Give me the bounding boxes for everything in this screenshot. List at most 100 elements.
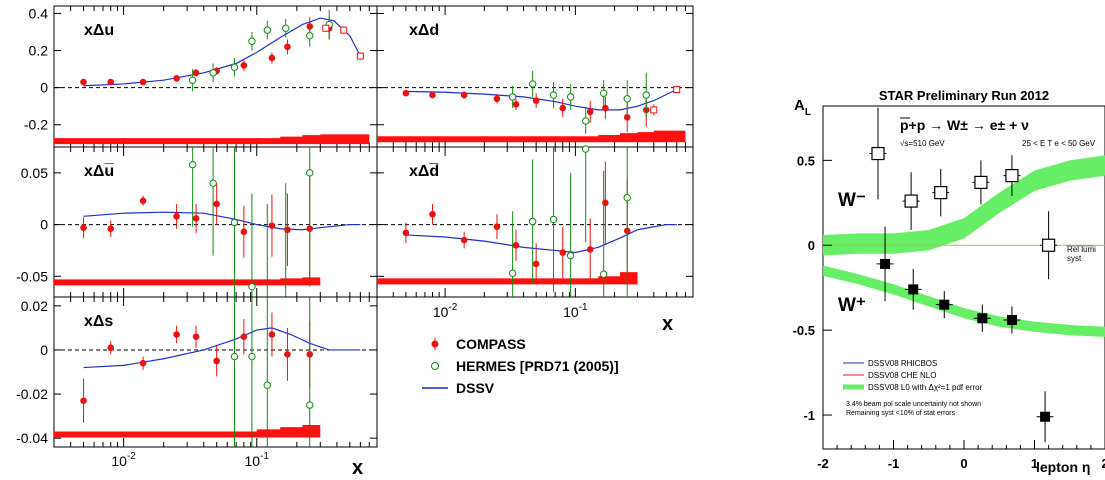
dssv-curve xyxy=(405,88,677,111)
hermes-point xyxy=(581,117,590,125)
dssv-curve xyxy=(83,327,361,369)
compass-point xyxy=(586,246,594,253)
x-tick-label: 10-1 xyxy=(245,451,270,469)
y-tick-label: -0.2 xyxy=(24,117,48,133)
wminus-point xyxy=(974,175,988,190)
panel-xds: 0.02 0 -0.02 -0.04 xΔs xyxy=(16,296,378,448)
compass-point xyxy=(512,101,520,108)
square-point xyxy=(356,52,364,60)
y-tick-label: -0.04 xyxy=(16,430,48,446)
y-tick-label: -1 xyxy=(803,408,815,423)
x-tick-label: -1 xyxy=(888,456,900,471)
syst-note: Remaining syst <10% of stat errors xyxy=(846,410,956,417)
hermes-point xyxy=(188,76,197,84)
rel-lumi-label: Rel lumi xyxy=(1067,245,1096,254)
hermes-point xyxy=(599,89,608,97)
star-y-label: AL xyxy=(794,97,811,118)
compass-point xyxy=(80,397,87,404)
compass-point xyxy=(429,91,436,99)
hermes-point xyxy=(549,91,558,99)
star-figure: -2 -1 0 1 2 0.5 0 -0.5 -1 STAR Preliminary Run 20… xyxy=(793,88,1105,475)
compass-point xyxy=(107,344,115,352)
x-axis-label: x xyxy=(662,313,673,335)
pol-note: 3.4% beam pol scale uncertainty not show… xyxy=(846,401,981,408)
y-label-main: A xyxy=(794,97,805,114)
hermes-point xyxy=(306,401,314,409)
hermes-point xyxy=(306,169,314,177)
compass-point xyxy=(268,54,276,62)
hermes-point xyxy=(282,24,290,32)
panel-xdubar: 0.05 0 -0.05 xΔu̅ xyxy=(16,146,378,298)
compass-point xyxy=(107,78,115,86)
compass-point xyxy=(559,104,567,112)
compass-point xyxy=(493,223,501,230)
hermes-point xyxy=(248,282,256,291)
y-tick-label: 0 xyxy=(40,217,48,233)
square-point xyxy=(340,26,348,34)
compass-point xyxy=(80,224,87,231)
star-legend-label: DSSV08 RHICBOS xyxy=(868,359,937,368)
legend: COMPASS HERMES [PRD71 (2005)] DSSV xyxy=(422,336,619,396)
hermes-point xyxy=(642,91,650,99)
hermes-point xyxy=(549,215,558,224)
wminus-point xyxy=(1041,238,1056,252)
y-tick-label: 0 xyxy=(40,80,48,96)
panel-frame xyxy=(376,5,694,148)
y-label-sub: L xyxy=(805,107,811,118)
hermes-point xyxy=(248,352,256,361)
star-legend-label: DSSV08 CHE NLO xyxy=(868,371,936,380)
x-tick-base: 10 xyxy=(433,304,449,320)
dssv-curve xyxy=(405,223,677,254)
panel-xddbar: xΔd̅ xyxy=(376,145,694,298)
wminus-label: W⁻ xyxy=(838,190,866,211)
x-tick-exponent: -1 xyxy=(579,302,588,313)
x-tick-base: 10 xyxy=(563,304,579,320)
wplus-point xyxy=(1040,411,1051,422)
sqrt-s-label: √s=510 GeV xyxy=(900,139,945,148)
systematic-band xyxy=(377,269,638,285)
square-point xyxy=(322,24,330,32)
x-tick-label: 2 xyxy=(1101,456,1105,471)
compass-point xyxy=(139,359,147,367)
hermes-point xyxy=(263,381,272,389)
compass-point xyxy=(192,333,200,341)
y-tick-label: -0.02 xyxy=(16,386,48,402)
compass-point xyxy=(139,78,147,86)
compass-point xyxy=(192,215,200,222)
compass-point xyxy=(213,200,220,208)
hermes-point xyxy=(230,218,239,227)
y-tick-label: 0.05 xyxy=(21,165,48,181)
y-tick-label: 0.4 xyxy=(29,5,49,21)
panel-frame xyxy=(53,296,378,448)
compass-point xyxy=(268,222,276,229)
panel-title: xΔd xyxy=(409,22,439,39)
hermes-point xyxy=(248,37,256,45)
legend-label: HERMES [PRD71 (2005)] xyxy=(456,358,619,374)
x-tick-label: 10-2 xyxy=(111,451,136,469)
hermes-point xyxy=(230,352,239,361)
hermes-point xyxy=(566,93,575,101)
wminus-point xyxy=(904,194,918,208)
hermes-point xyxy=(528,217,537,226)
y-tick-label: 0.5 xyxy=(797,153,815,168)
hermes-point xyxy=(581,145,590,153)
panel-xdd: xΔd xyxy=(376,5,694,148)
wminus-point xyxy=(871,146,885,161)
panel-xdu: 0.4 0.2 0 -0.2 xΔu xyxy=(24,5,378,148)
wplus-error-band xyxy=(823,265,1105,337)
panel-title: xΔs xyxy=(84,313,113,330)
dssv-curve xyxy=(83,211,361,231)
x-tick-label: -2 xyxy=(817,456,829,471)
x-tick-label: 10-1 xyxy=(563,302,588,320)
dssv-curve xyxy=(83,17,361,87)
x-tick-base: 10 xyxy=(111,453,127,469)
x-tick-label: 1 xyxy=(1031,456,1038,471)
systematic-band xyxy=(377,130,686,143)
legend-hermes-marker xyxy=(431,362,439,370)
square-point xyxy=(673,85,681,93)
x-tick-base: 10 xyxy=(245,453,261,469)
compass-point xyxy=(80,78,87,86)
compass-point xyxy=(602,104,609,112)
hermes-point xyxy=(528,80,537,88)
panel-frame xyxy=(53,146,378,298)
